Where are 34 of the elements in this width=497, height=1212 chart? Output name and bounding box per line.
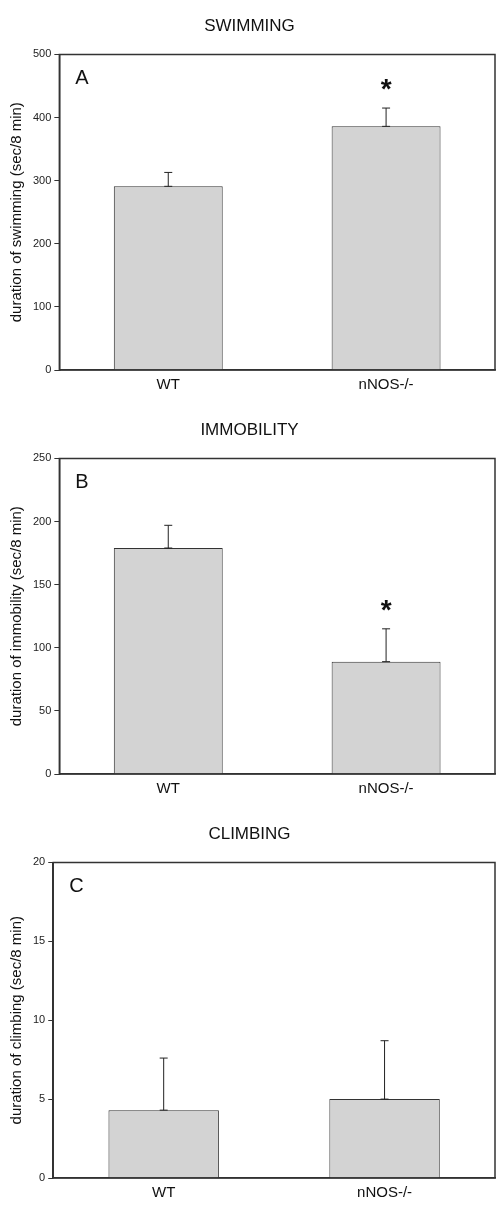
y-axis-title: duration of swimming (sec/8 min) [7,102,25,323]
annotation: B [75,469,89,492]
x-tick-label: nNOS-/- [358,375,414,393]
annotation: C [69,873,84,896]
annotation: A [75,65,90,88]
y-tick-label: 15 [32,934,46,947]
chart-title: CLIMBING [208,823,291,843]
x-tick-label: WT [156,375,180,393]
chart-title: SWIMMING [204,15,295,35]
annotation: * [380,72,392,104]
chart-title: IMMOBILITY [200,419,299,439]
y-tick-label: 0 [45,363,52,376]
x-tick-label: WT [156,779,180,797]
annotation: * [380,593,392,625]
y-tick-label: 100 [32,299,52,312]
y-tick-label: 150 [32,577,52,590]
y-tick-label: 20 [32,855,46,868]
y-axis-title: duration of immobility (sec/8 min) [7,506,25,727]
x-tick-label: WT [152,1183,176,1201]
y-tick-label: 0 [39,1171,46,1184]
y-tick-label: 250 [32,451,52,464]
y-tick-label: 50 [39,703,52,716]
y-tick-label: 10 [32,1013,46,1026]
y-tick-label: 300 [32,173,52,186]
x-tick-label: nNOS-/- [358,779,414,797]
y-axis-title: duration of climbing (sec/8 min) [7,915,25,1125]
y-tick-label: 200 [32,514,52,527]
y-tick-label: 500 [32,47,52,60]
x-tick-label: nNOS-/- [357,1183,413,1201]
y-tick-label: 5 [39,1092,46,1105]
y-tick-label: 200 [32,236,52,249]
y-tick-label: 400 [32,110,52,123]
y-tick-label: 100 [32,640,52,653]
y-tick-label: 0 [45,767,52,780]
